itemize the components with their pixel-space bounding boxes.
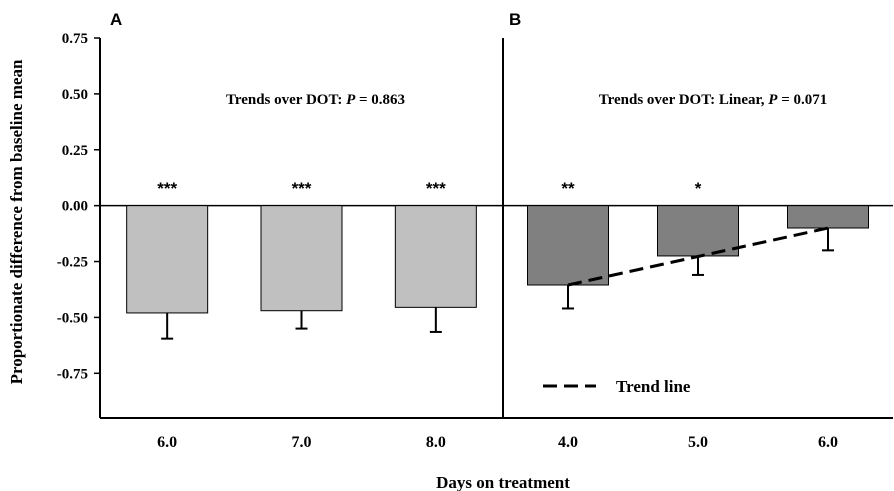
x-tick-label: 6.0 — [818, 434, 838, 451]
x-tick-label: 4.0 — [558, 434, 578, 451]
bar — [394, 205, 477, 308]
x-tick-labels: 6.0 7.0 8.0 4.0 5.0 6.0 — [157, 434, 838, 451]
x-tick-label: 5.0 — [688, 434, 708, 451]
significance-marker: ** — [561, 179, 575, 198]
significance-marker: *** — [157, 179, 177, 198]
y-tick-label: 0.50 — [62, 87, 88, 103]
bar — [787, 205, 869, 229]
x-tick-label: 8.0 — [426, 434, 446, 451]
trend-annotation: Trends over DOT: Linear, P = 0.071 — [599, 92, 828, 108]
bar — [260, 205, 343, 312]
panel-label: B — [509, 10, 521, 29]
bar — [657, 205, 739, 257]
y-tick-label: -0.50 — [57, 310, 88, 326]
y-tick-label: -0.75 — [57, 366, 88, 382]
panel-label: A — [110, 10, 122, 29]
significance-marker: *** — [426, 179, 446, 198]
x-tick-label: 7.0 — [292, 434, 312, 451]
bar — [126, 205, 209, 314]
error-bars — [161, 228, 834, 340]
y-tick-label: -0.25 — [57, 255, 88, 271]
trend-annotation: Trends over DOT: P = 0.863 — [226, 92, 405, 108]
x-tick-label: 6.0 — [157, 434, 177, 451]
bar — [527, 205, 609, 286]
significance-marker: * — [695, 179, 702, 198]
significance-marker: *** — [292, 179, 312, 198]
y-ticks: 0.75 0.50 0.25 0.00 -0.25 -0.50 -0.75 — [57, 31, 100, 382]
axes-frame — [99, 38, 893, 419]
bars — [126, 205, 869, 314]
y-axis-label: Proportionate difference from baseline m… — [7, 59, 26, 384]
x-axis-label: Days on treatment — [436, 473, 570, 491]
y-tick-label: 0.75 — [62, 31, 88, 47]
trend-line — [567, 226, 829, 287]
y-tick-label: 0.25 — [62, 143, 88, 159]
y-tick-label: 0.00 — [62, 199, 88, 215]
legend-trend-label: Trend line — [616, 377, 691, 396]
